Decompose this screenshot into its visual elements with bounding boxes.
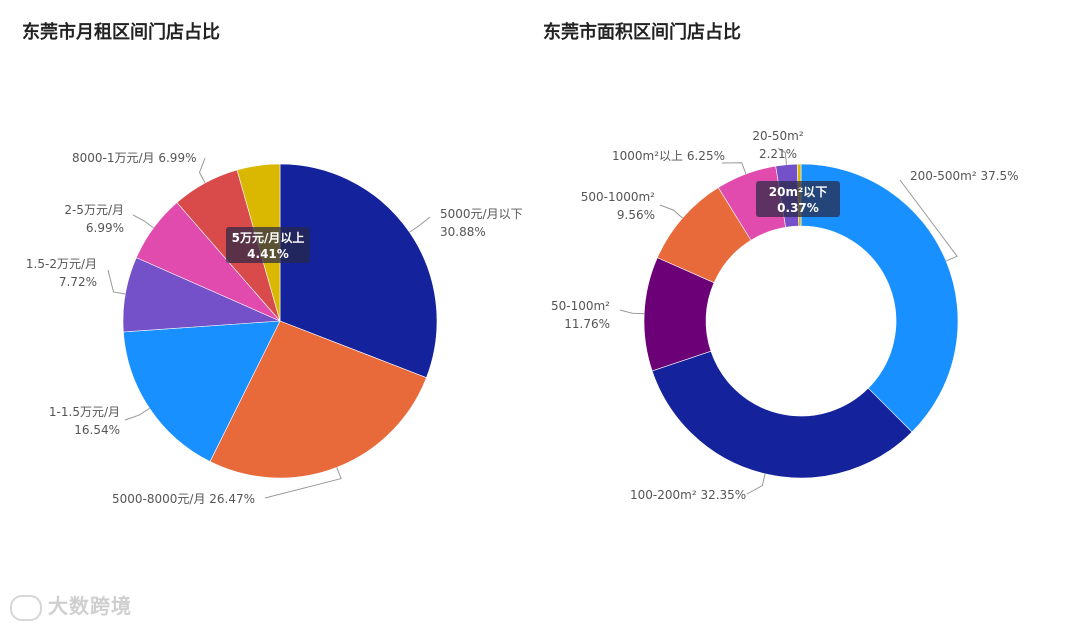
pie-pct-1-3: 9.56% [617,208,655,222]
pie-label-1-2: 50-100m² [551,299,610,313]
pie-label-0-3: 1.5-2万元/月 [26,257,97,271]
pie-label-0-5: 8000-1万元/月 6.99% [72,151,196,165]
pie-label-0-1: 5000-8000元/月 26.47% [112,492,255,506]
watermark-logo-icon [10,594,42,621]
pie-label-0-0: 5000元/月以下 [440,207,523,221]
chart-title-rent: 东莞市月租区间门店占比 [22,22,220,43]
pie-pct-0-0: 30.88% [440,225,486,239]
pie-leader-0-1 [264,467,342,499]
pie-label-0-6: 5万元/月以上 [232,230,305,245]
pie-pct-0-4: 6.99% [86,221,124,235]
pie-slice-1-0[interactable] [800,163,959,433]
pie-pct-1-2: 11.76% [564,317,610,331]
pie-leader-0-4 [132,214,154,229]
pie-pct-0-6: 4.41% [247,247,289,261]
pie-pct-0-3: 7.72% [59,275,97,289]
watermark: 大数跨境 [10,590,132,621]
pie-leader-1-1 [746,473,766,495]
pie-label-1-5: 20-50m² [752,129,804,143]
pie-label-1-4: 1000m²以上 6.25% [612,149,725,163]
pie-pct-0-2: 16.54% [74,423,120,437]
pie-label-box-0-6 [226,227,310,263]
pie-pct-1-5: 2.21% [759,147,797,161]
pie-leader-1-3 [659,204,683,219]
pie-label-1-6: 20m²以下 [769,185,827,199]
pie-chart-0: 5000元/月以下 30.88% 5000-8000元/月 26.47% 1-1.5万… [26,151,523,506]
pie-leader-1-0 [899,179,958,262]
pie-slice-1-1[interactable] [651,350,913,479]
pie-label-1-1: 100-200m² 32.35% [630,488,746,502]
pie-label-box-1-6 [756,181,840,217]
chart-title-area: 东莞市面积区间门店占比 [543,22,741,43]
pie-label-1-3: 500-1000m² [581,190,655,204]
pie-leader-1-4 [721,162,747,175]
pie-label-0-4: 2-5万元/月 [64,203,124,217]
pie-leader-1-2 [619,309,645,315]
pie-leader-0-0 [409,216,431,233]
pie-label-1-0: 200-500m² 37.5% [910,169,1019,183]
pie-leader-1-5 [777,147,787,165]
pie-leader-0-2 [124,407,150,421]
pie-chart-1: 200-500m² 37.5% 100-200m² 32.35% 50-100m² 1… [551,129,1019,502]
pie-pct-1-6: 0.37% [777,201,819,215]
pie-leader-0-3 [107,269,126,295]
watermark-text: 大数跨境 [48,594,132,618]
pie-leader-0-5 [198,157,206,184]
pie-label-0-2: 1-1.5万元/月 [49,405,120,419]
